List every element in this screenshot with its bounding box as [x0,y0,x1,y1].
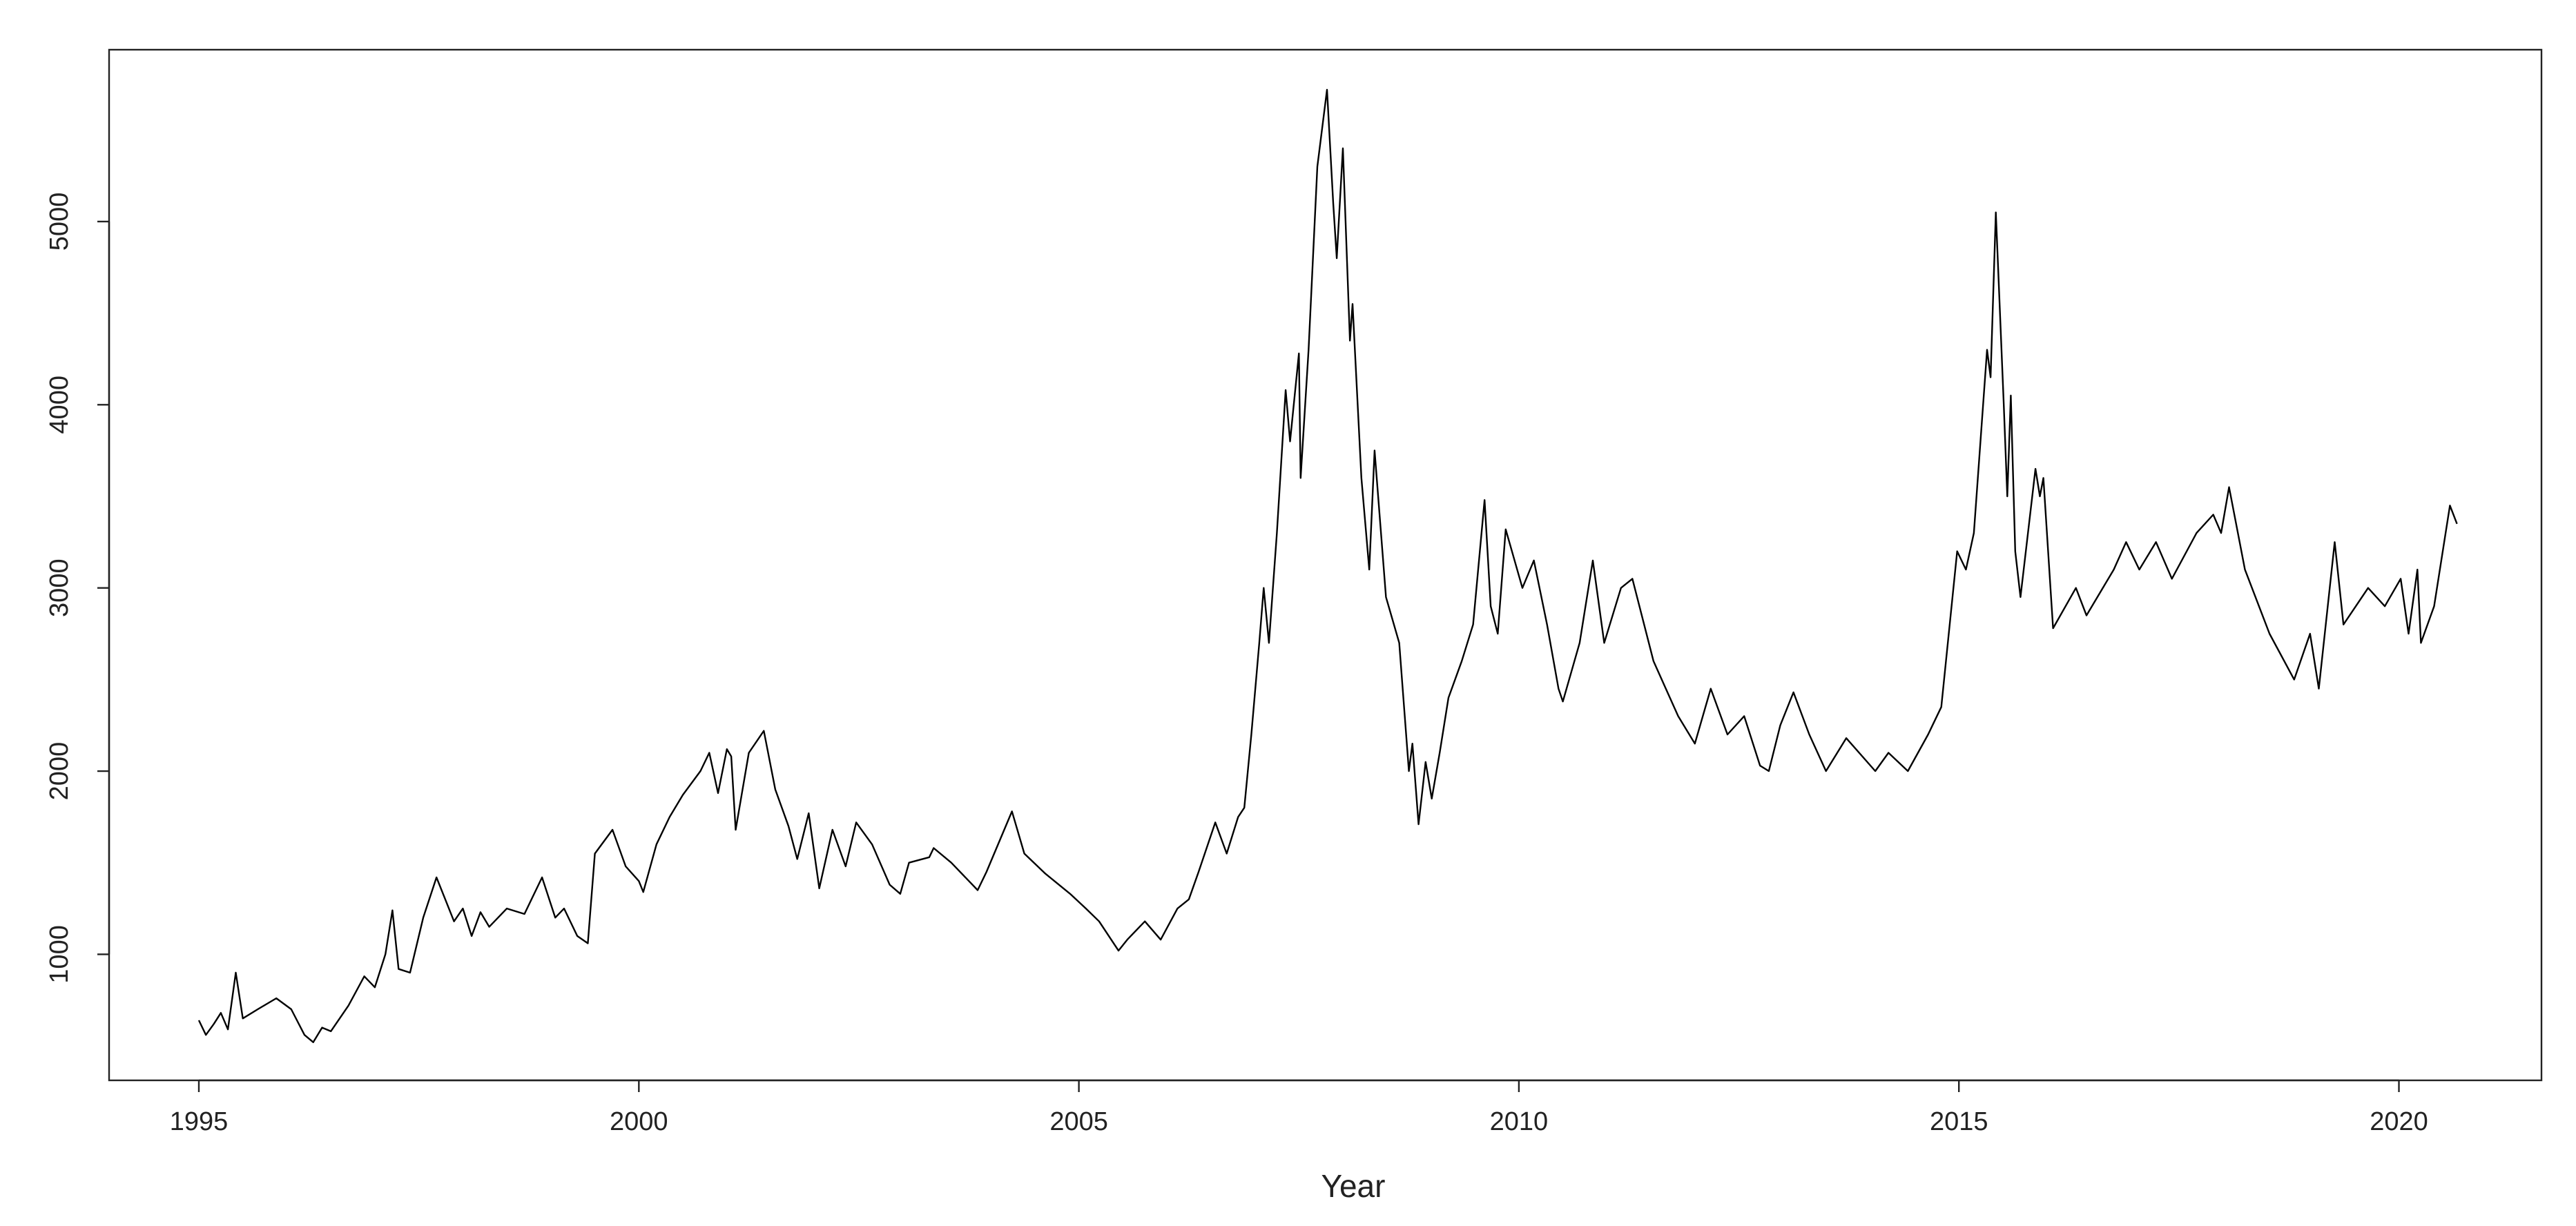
data-line [197,88,2458,1043]
x-tick-label: 2010 [1490,1107,1549,1136]
x-tick-label: 2005 [1049,1107,1108,1136]
y-tick-label: 4000 [45,376,74,434]
y-tick-label: 5000 [45,193,74,251]
x-tick-label: 1995 [170,1107,229,1136]
y-tick-label: 1000 [45,925,74,984]
y-tick-label: 2000 [45,742,74,801]
x-axis-label: Year [1321,1168,1386,1204]
x-tick-label: 2000 [610,1107,668,1136]
x-tick-label: 2015 [1930,1107,1988,1136]
plot-frame [108,48,2543,1082]
y-tick-label: 3000 [45,558,74,617]
x-tick-label: 2020 [2370,1107,2428,1136]
